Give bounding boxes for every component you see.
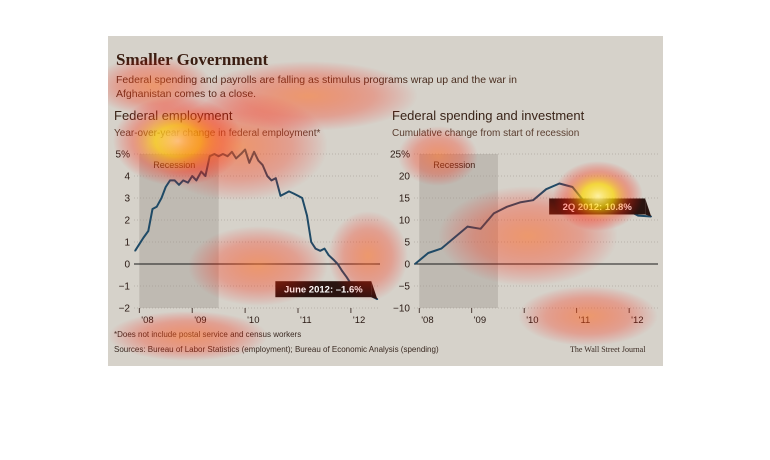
y-tick-label: −10: [393, 304, 410, 315]
data-point: [440, 247, 443, 250]
right-chart-subtitle: Cumulative change from start of recessio…: [392, 128, 580, 139]
y-tick-label: 5: [404, 238, 410, 249]
data-point: [545, 188, 548, 190]
credit: The Wall Street Journal: [570, 345, 646, 354]
data-point: [134, 250, 136, 252]
data-point: [532, 199, 534, 201]
y-tick-label: 1: [124, 238, 130, 249]
data-point: [147, 230, 150, 232]
data-point: [427, 252, 429, 254]
x-tick-label: '10: [526, 315, 538, 326]
y-tick-label: −2: [119, 304, 131, 315]
y-tick-label: −5: [399, 282, 411, 293]
data-point: [519, 201, 521, 204]
y-tick-label: 15: [399, 194, 411, 205]
recession-label: Recession: [433, 160, 475, 170]
data-point: [306, 214, 308, 217]
x-tick-label: '09: [474, 315, 486, 326]
right-chart-title: Federal spending and investment: [392, 108, 585, 123]
y-tick-label: 0: [404, 260, 410, 271]
y-tick-label: −1: [119, 282, 131, 293]
data-point: [151, 208, 154, 210]
y-tick-label: 2: [124, 216, 130, 227]
data-point: [492, 212, 495, 215]
x-tick-label: '12: [353, 315, 365, 326]
callout-pointer: [645, 198, 652, 217]
callout-label: 2Q 2012: 10.8%: [563, 202, 633, 213]
data-point: [466, 225, 469, 228]
data-point: [571, 186, 574, 188]
data-point: [142, 236, 145, 239]
x-tick-label: '11: [579, 315, 591, 326]
data-point: [558, 182, 561, 185]
y-tick-label: 20: [399, 172, 411, 183]
recession-band: [419, 154, 498, 308]
data-point: [155, 206, 158, 208]
federal-spending-chart: Recession 25% 20 15 10 5 0 −5 −10 '08 '09 '10 '11 '12…: [390, 150, 658, 326]
y-tick-label: 3: [124, 194, 130, 205]
footnote: *Does not include postal service and cen…: [114, 330, 302, 339]
data-point: [506, 206, 508, 208]
data-point: [453, 236, 456, 239]
data-point: [414, 263, 416, 265]
y-tick-label: 0: [124, 260, 130, 271]
data-point: [637, 214, 639, 217]
y-tick-label: 25%: [390, 150, 410, 161]
data-point: [479, 228, 482, 230]
y-tick-label: 10: [399, 216, 411, 227]
x-tick-label: '12: [631, 315, 643, 326]
sources-note: Sources: Bureau of Labor Statistics (emp…: [114, 345, 439, 354]
data-point: [138, 243, 141, 245]
chart-card: Smaller Government Federal spending and …: [108, 36, 663, 366]
x-tick-label: '11: [300, 315, 312, 326]
x-tick-label: '08: [421, 315, 433, 326]
